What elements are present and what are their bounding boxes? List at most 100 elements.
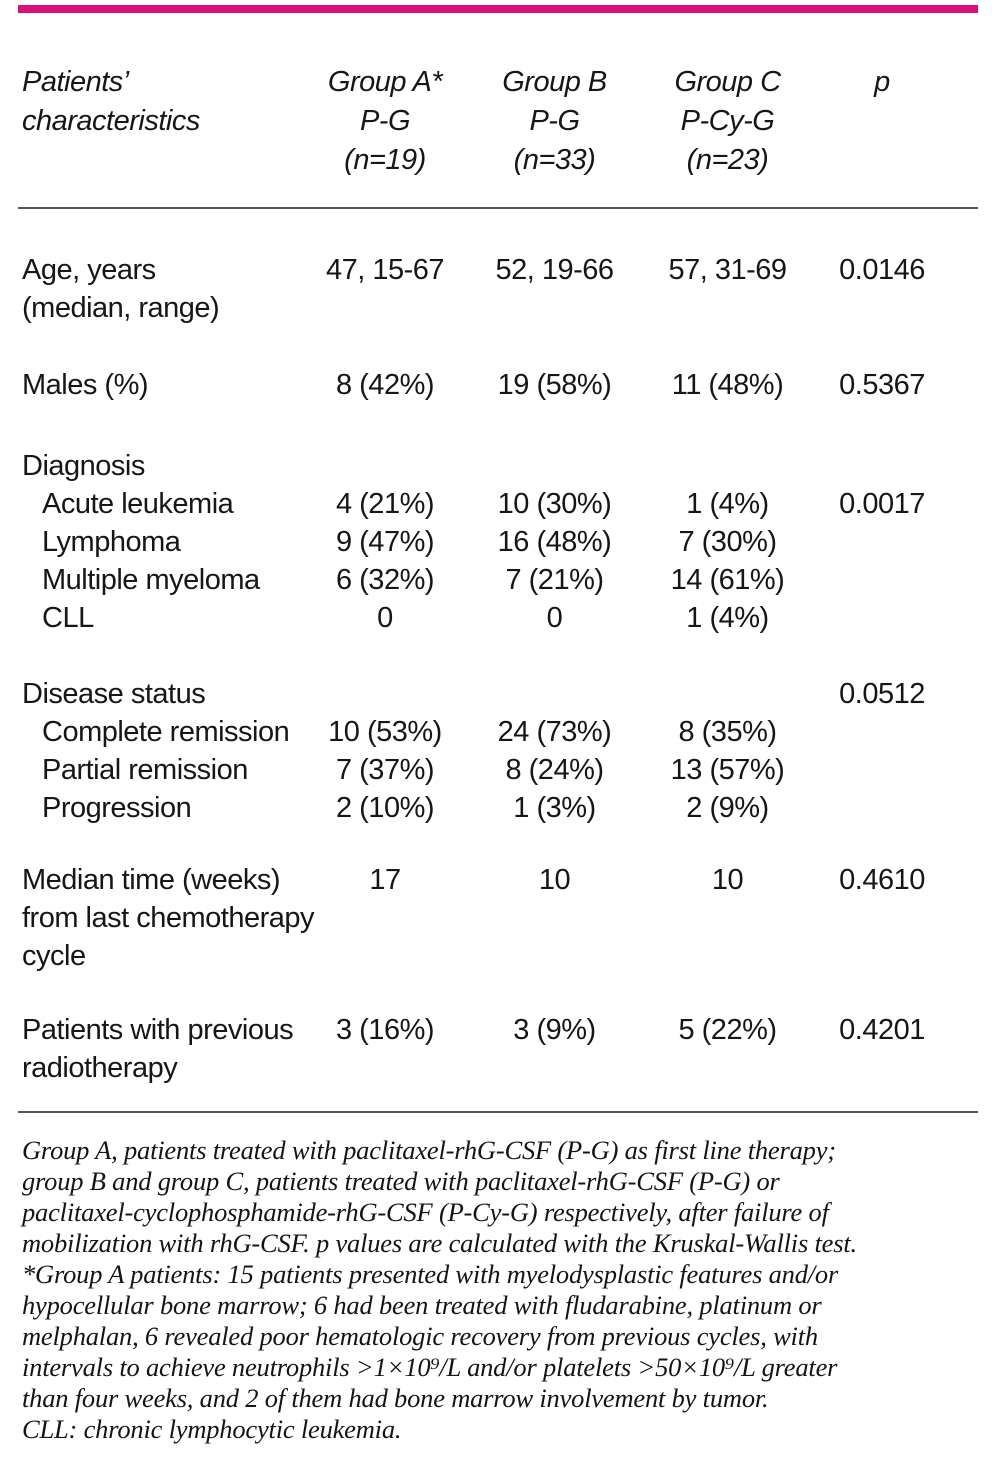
row-label: CLL — [42, 602, 94, 634]
spacer-row — [18, 1087, 978, 1112]
cell-group-a: 8 (42%) — [335, 369, 435, 401]
spacer-row — [18, 827, 978, 861]
row-label-line: Age, years — [22, 254, 156, 286]
cell-group-a — [298, 675, 472, 713]
cell-group-a: 17 — [369, 864, 401, 896]
footnote-line: melphalan, 6 revealed poor hematologic r… — [22, 1321, 818, 1351]
header-line: Group A* — [327, 66, 443, 98]
row-acute-leukemia: Acute leukemia 4 (21%) 10 (30%) 1 (4%) 0… — [18, 485, 978, 523]
cell-p-value — [818, 447, 978, 485]
cell-group-b: 10 — [538, 864, 571, 896]
header-line: Group B — [502, 66, 607, 98]
header-line: P-G — [359, 105, 411, 137]
header-line: Group C — [674, 66, 781, 98]
column-header-group-c: Group C P-Cy-G (n=23) — [637, 0, 818, 209]
row-label-line: Median time (weeks) — [22, 864, 281, 896]
row-label: Median time (weeks) from last chemothera… — [18, 861, 315, 975]
cell-group-b: 0 — [546, 602, 563, 634]
table-footnote: Group A, patients treated with paclitaxe… — [22, 1135, 980, 1445]
spacer-row — [18, 327, 978, 366]
cell-group-b — [472, 675, 637, 713]
cell-group-c: 13 (57%) — [670, 754, 785, 786]
cell-group-a: 10 (53%) — [328, 716, 442, 748]
table-container: Patients’ characteristics Group A* P-G (… — [18, 0, 978, 1113]
footnote-line: CLL: chronic lymphocytic leukemia. — [22, 1414, 402, 1444]
row-diagnosis-section: Diagnosis — [18, 447, 978, 485]
column-header-p: p — [818, 0, 978, 209]
cell-group-a — [298, 447, 472, 485]
spacer-row — [18, 208, 978, 251]
cell-group-b: 3 (9%) — [513, 1014, 596, 1046]
footnote-line: Group A, patients treated with paclitaxe… — [22, 1135, 836, 1165]
cell-group-c: 5 (22%) — [678, 1014, 777, 1046]
cell-group-b: 19 (58%) — [497, 369, 612, 401]
spacer-cell — [18, 827, 978, 861]
cell-group-b: 16 (48%) — [497, 526, 612, 558]
column-header-characteristics: Patients’ characteristics — [18, 0, 298, 209]
header-line: Patients’ — [22, 66, 129, 98]
header-line: (n=33) — [513, 144, 596, 176]
section-label: Diagnosis — [22, 450, 145, 482]
cell-p-value: 0.0017 — [839, 488, 925, 520]
cell-group-c: 10 — [711, 864, 744, 896]
cell-p-value — [818, 713, 978, 751]
footnote-line: *Group A patients: 15 patients presented… — [22, 1259, 839, 1289]
row-multiple-myeloma: Multiple myeloma 6 (32%) 7 (21%) 14 (61%… — [18, 561, 978, 599]
cell-group-c — [637, 675, 818, 713]
cell-group-c: 7 (30%) — [678, 526, 777, 558]
section-label: Disease status — [22, 678, 206, 710]
footnote-line: intervals to achieve neutrophils >1×10⁹/… — [22, 1352, 838, 1382]
cell-p-value: 0.4610 — [839, 864, 925, 896]
cell-p-value: 0.4201 — [839, 1014, 925, 1046]
cell-group-b — [472, 447, 637, 485]
row-label-line: from last chemotherapy — [22, 902, 315, 934]
cell-group-c: 14 (61%) — [670, 564, 785, 596]
cell-group-a: 47, 15-67 — [325, 254, 445, 286]
cell-group-a: 2 (10%) — [335, 792, 435, 824]
cell-group-b: 7 (21%) — [505, 564, 604, 596]
header-line: characteristics — [22, 105, 200, 137]
cell-group-a: 7 (37%) — [335, 754, 435, 786]
row-label-line: cycle — [22, 940, 86, 972]
row-disease-status-section: Disease status 0.0512 — [18, 675, 978, 713]
row-cll: CLL 0 0 1 (4%) — [18, 599, 978, 637]
row-label: Acute leukemia — [42, 488, 234, 520]
cell-group-c — [637, 447, 818, 485]
cell-group-b: 8 (24%) — [505, 754, 604, 786]
header-line: (n=23) — [686, 144, 769, 176]
header-row: Patients’ characteristics Group A* P-G (… — [18, 0, 978, 209]
row-lymphoma: Lymphoma 9 (47%) 16 (48%) 7 (30%) — [18, 523, 978, 561]
row-males: Males (%) 8 (42%) 19 (58%) 11 (48%) 0.53… — [18, 366, 978, 404]
footnote-line: paclitaxel-cyclophosphamide-rhG-CSF (P-C… — [22, 1197, 829, 1227]
cell-group-b: 24 (73%) — [497, 716, 612, 748]
cell-p-value — [818, 561, 978, 599]
spacer-cell — [18, 208, 978, 251]
column-header-group-a: Group A* P-G (n=19) — [298, 0, 472, 209]
cell-group-a: 9 (47%) — [335, 526, 435, 558]
header-line: (n=19) — [344, 144, 426, 176]
cell-group-c: 2 (9%) — [686, 792, 769, 824]
footnote-line: than four weeks, and 2 of them had bone … — [22, 1383, 769, 1413]
cell-p-value — [818, 789, 978, 827]
cell-group-b: 52, 19-66 — [495, 254, 614, 286]
cell-group-a: 0 — [377, 602, 393, 634]
row-complete-remission: Complete remission 10 (53%) 24 (73%) 8 (… — [18, 713, 978, 751]
cell-p-value: 0.5367 — [839, 369, 925, 401]
row-label-line: radiotherapy — [22, 1052, 178, 1084]
row-label: Complete remission — [42, 716, 290, 748]
row-label: Lymphoma — [42, 526, 181, 558]
header-line: P-Cy-G — [680, 105, 775, 137]
cell-p-value: 0.0512 — [839, 678, 925, 710]
table-header: Patients’ characteristics Group A* P-G (… — [18, 0, 978, 209]
cell-p-value — [818, 599, 978, 637]
row-label: Age, years (median, range) — [18, 251, 298, 327]
spacer-cell — [18, 637, 978, 675]
cell-group-c: 8 (35%) — [678, 716, 777, 748]
cell-group-a: 3 (16%) — [335, 1014, 435, 1046]
spacer-cell — [18, 404, 978, 447]
spacer-cell — [18, 1087, 978, 1112]
table-body: Age, years (median, range) 47, 15-67 52,… — [18, 208, 978, 1112]
spacer-cell — [18, 975, 978, 1011]
row-age: Age, years (median, range) 47, 15-67 52,… — [18, 251, 978, 327]
